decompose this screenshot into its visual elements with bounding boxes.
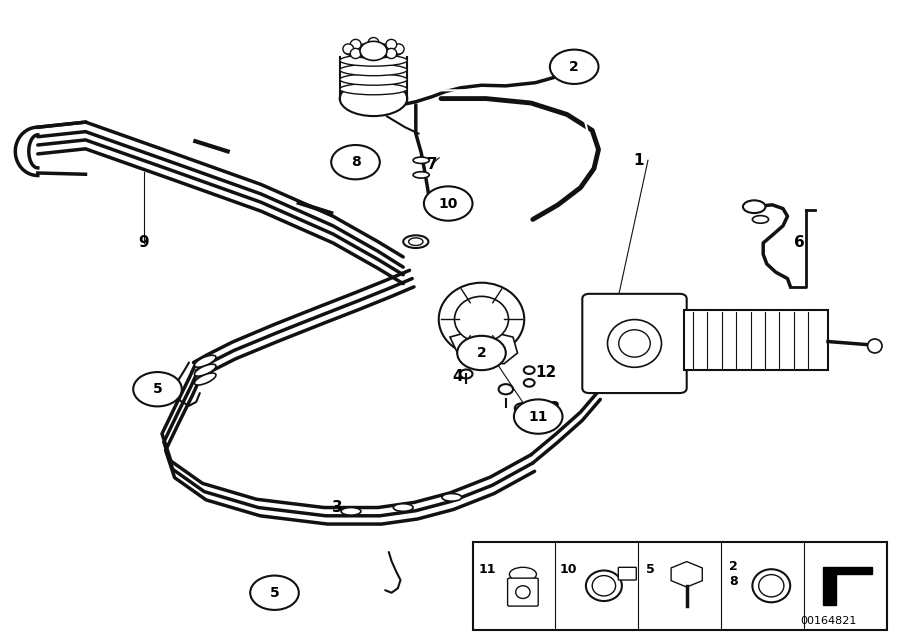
- Ellipse shape: [344, 44, 403, 58]
- Ellipse shape: [393, 44, 404, 54]
- Circle shape: [331, 145, 380, 179]
- Ellipse shape: [619, 329, 650, 357]
- FancyBboxPatch shape: [582, 294, 687, 393]
- Ellipse shape: [386, 39, 397, 50]
- Ellipse shape: [586, 570, 622, 601]
- Ellipse shape: [608, 319, 662, 368]
- Ellipse shape: [442, 494, 462, 501]
- Circle shape: [457, 336, 506, 370]
- Ellipse shape: [368, 50, 379, 60]
- FancyBboxPatch shape: [508, 578, 538, 606]
- Ellipse shape: [592, 576, 616, 596]
- Circle shape: [424, 186, 472, 221]
- Ellipse shape: [413, 172, 429, 178]
- Circle shape: [550, 50, 598, 84]
- Ellipse shape: [460, 370, 473, 378]
- Text: 1: 1: [634, 153, 644, 168]
- Text: 10: 10: [438, 197, 458, 211]
- Circle shape: [514, 399, 562, 434]
- Text: 3: 3: [332, 500, 343, 515]
- Text: 9: 9: [139, 235, 149, 251]
- Ellipse shape: [341, 508, 361, 515]
- Text: 10: 10: [559, 563, 577, 576]
- Text: 4: 4: [452, 369, 463, 384]
- Ellipse shape: [340, 74, 407, 85]
- Text: 7: 7: [427, 156, 437, 172]
- Ellipse shape: [403, 235, 428, 248]
- Ellipse shape: [759, 575, 784, 597]
- Ellipse shape: [194, 364, 216, 376]
- Ellipse shape: [350, 39, 361, 50]
- Ellipse shape: [524, 366, 535, 374]
- Ellipse shape: [524, 379, 535, 387]
- Text: 12: 12: [536, 364, 557, 380]
- Bar: [684, 310, 828, 370]
- Ellipse shape: [454, 296, 508, 342]
- Ellipse shape: [515, 403, 529, 413]
- Polygon shape: [450, 332, 518, 364]
- Circle shape: [250, 576, 299, 610]
- Text: 5: 5: [270, 586, 279, 600]
- Text: 5: 5: [646, 563, 655, 576]
- Ellipse shape: [439, 282, 524, 356]
- Bar: [472, 542, 886, 630]
- Ellipse shape: [499, 384, 513, 394]
- Ellipse shape: [868, 339, 882, 353]
- Text: 5: 5: [153, 382, 162, 396]
- Ellipse shape: [509, 567, 536, 581]
- Text: 11: 11: [528, 410, 548, 424]
- Text: 11: 11: [478, 563, 496, 576]
- Circle shape: [133, 372, 182, 406]
- Ellipse shape: [409, 238, 423, 245]
- Ellipse shape: [340, 83, 407, 95]
- Text: 8: 8: [729, 576, 738, 588]
- Ellipse shape: [752, 216, 769, 223]
- Ellipse shape: [742, 200, 765, 213]
- Ellipse shape: [752, 569, 790, 602]
- Ellipse shape: [194, 373, 216, 385]
- Ellipse shape: [194, 356, 216, 367]
- Ellipse shape: [340, 81, 407, 116]
- Ellipse shape: [340, 55, 407, 66]
- Polygon shape: [823, 567, 872, 605]
- Ellipse shape: [350, 48, 361, 59]
- Ellipse shape: [340, 64, 407, 76]
- Ellipse shape: [413, 157, 429, 163]
- Ellipse shape: [368, 38, 379, 48]
- Ellipse shape: [516, 586, 530, 598]
- Ellipse shape: [386, 48, 397, 59]
- FancyBboxPatch shape: [618, 567, 636, 580]
- Text: 6: 6: [794, 235, 805, 251]
- Text: 3: 3: [515, 407, 526, 422]
- Text: 8: 8: [351, 155, 360, 169]
- Text: 12: 12: [539, 401, 561, 416]
- Text: 2: 2: [477, 346, 486, 360]
- Text: 2: 2: [729, 560, 738, 573]
- Text: 00164821: 00164821: [800, 616, 856, 626]
- Ellipse shape: [393, 504, 413, 511]
- Ellipse shape: [343, 44, 354, 54]
- Text: 2: 2: [570, 60, 579, 74]
- Circle shape: [360, 41, 387, 60]
